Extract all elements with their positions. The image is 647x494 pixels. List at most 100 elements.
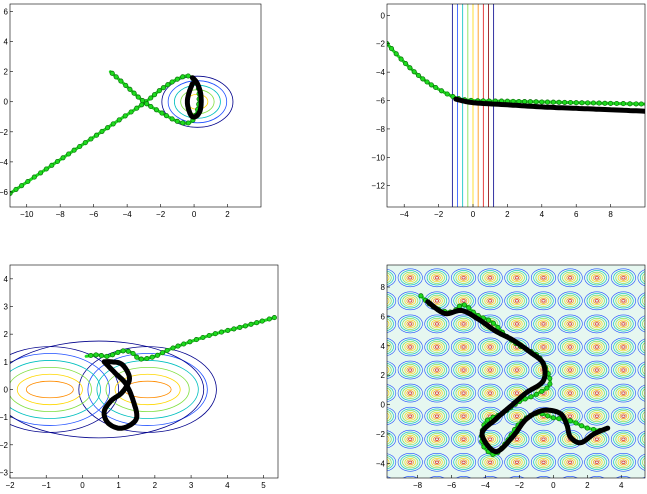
path-marker [122, 113, 128, 119]
contour-line [619, 413, 628, 419]
contour-line [508, 364, 525, 376]
axes-frame [386, 264, 646, 479]
contour-line [637, 384, 645, 402]
contour-line [541, 345, 546, 349]
path-marker [225, 327, 231, 333]
contour-line [504, 314, 530, 334]
contour-line [455, 341, 472, 353]
path-marker [170, 345, 176, 351]
contour-line [461, 414, 466, 418]
contour-line [428, 410, 445, 423]
path-marker [254, 320, 260, 326]
contour-line [640, 478, 647, 492]
path-marker [174, 118, 180, 124]
contour-line [535, 476, 552, 478]
contour-line [537, 273, 550, 283]
contour-line [387, 361, 397, 379]
y-tick-label: −4 [376, 459, 386, 468]
contour-line [477, 383, 503, 403]
path-marker [93, 352, 99, 358]
contour-line [613, 270, 634, 286]
path-marker [156, 88, 162, 94]
contour-line [591, 457, 603, 467]
contour-line [402, 341, 419, 353]
contour-line [530, 429, 557, 449]
contour-line [584, 452, 610, 472]
path-marker [138, 356, 144, 362]
y-tick-label: 4 [381, 342, 386, 351]
contour-line [642, 342, 645, 352]
contour-line [562, 456, 579, 469]
contour-line [533, 293, 554, 309]
contour-line [513, 413, 521, 419]
path-marker [248, 321, 254, 327]
path-marker [584, 425, 590, 431]
contour-line [397, 360, 423, 380]
contour-line [482, 271, 499, 284]
contour-line [621, 322, 626, 326]
contour-line [637, 315, 645, 333]
path-marker [456, 303, 463, 309]
contour-line [591, 481, 602, 489]
contour-line [488, 391, 493, 395]
contour-line [461, 368, 466, 372]
path-marker [573, 420, 579, 426]
contour-line [397, 337, 423, 357]
path-marker [200, 334, 206, 341]
contour-line [408, 460, 413, 464]
contour-line [588, 271, 605, 284]
contour-line [453, 431, 474, 447]
contour-line [514, 391, 519, 395]
contour-line [431, 273, 443, 283]
axes-frame [9, 264, 279, 479]
trace-line [101, 359, 140, 431]
contour-line [639, 294, 645, 308]
path-marker [159, 110, 165, 116]
contour-line [621, 437, 626, 441]
path-marker [180, 74, 186, 80]
contour-line [588, 294, 605, 307]
path-marker [424, 79, 430, 85]
contour-line [644, 414, 645, 419]
contour-line [557, 383, 583, 403]
path-marker [461, 302, 467, 308]
contour-line [591, 296, 603, 306]
contour-line [486, 298, 494, 304]
contour-line [621, 368, 626, 372]
contour-line [382, 392, 385, 394]
contour-line [451, 314, 477, 334]
trace-line [453, 96, 645, 114]
axes-frame [386, 3, 646, 208]
contour-line [644, 437, 645, 442]
contour-line [434, 483, 441, 488]
contour-line [387, 270, 394, 285]
contour-line [424, 429, 450, 449]
contour-line [619, 344, 628, 350]
contour-line [610, 314, 636, 334]
contour-line [591, 411, 603, 421]
contour-line [593, 483, 600, 488]
contour-line [431, 365, 443, 375]
contour-line [402, 433, 419, 446]
contour-line [588, 341, 605, 353]
contour-line [451, 452, 477, 472]
y-tick-label: −2 [376, 40, 386, 49]
path-marker [185, 73, 191, 79]
contour-line [615, 433, 632, 446]
path-marker [131, 90, 137, 96]
contour-line [619, 367, 628, 373]
contour-line [610, 383, 636, 403]
contour-line [482, 387, 499, 400]
contour-line [530, 314, 557, 334]
contour-line [593, 367, 601, 373]
contour-line [513, 459, 521, 466]
contour-line [584, 337, 610, 357]
x-tick-label: −8 [413, 481, 423, 490]
contour-line [455, 410, 472, 423]
x-tick-label: 0 [192, 210, 197, 219]
x-tick-label: 4 [540, 210, 545, 219]
contour-line [539, 298, 548, 304]
path-marker [550, 415, 556, 421]
contour-line [637, 269, 645, 287]
contour-line [568, 299, 573, 303]
